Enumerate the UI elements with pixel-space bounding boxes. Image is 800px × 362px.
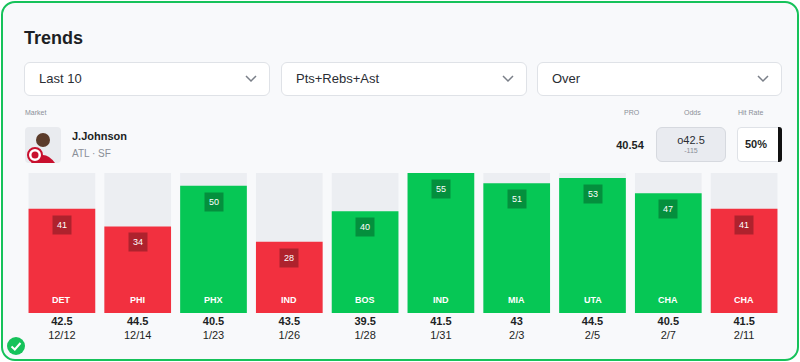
html-text:PRO: PRO [624,109,640,116]
svg-text:41.51/31: 41.51/31 [430,315,451,341]
svg-text:41.52/11: 41.52/11 [733,315,754,341]
svg-text:BOS: BOS [355,295,375,305]
html-text:Market: Market [25,109,47,116]
svg-text:42.512/12: 42.512/12 [48,315,76,341]
html-text:Hit Rate: Hit Rate [738,109,764,116]
svg-text:40: 40 [360,222,370,232]
html-text:-115: -115 [684,147,698,154]
svg-text:50: 50 [209,197,219,207]
html-text:ATL · SF: ATL · SF [72,148,111,159]
svg-text:39.51/28: 39.51/28 [354,315,375,341]
svg-text:41: 41 [57,220,67,230]
html-text:o42.5: o42.5 [677,134,705,146]
html-text:Odds: Odds [684,109,701,116]
svg-text:44.512/14: 44.512/14 [124,315,152,341]
html-text:Pts+Rebs+Ast: Pts+Rebs+Ast [296,71,380,86]
svg-text:DET: DET [52,295,71,305]
svg-text:28: 28 [284,253,294,263]
svg-text:40.51/23: 40.51/23 [203,315,224,341]
svg-text:432/3: 432/3 [509,315,524,341]
svg-text:UTA: UTA [584,295,602,305]
svg-text:CHA: CHA [658,295,678,305]
html-text:J.Johnson: J.Johnson [72,130,127,142]
svg-text:41: 41 [739,220,749,230]
html-text:Over: Over [552,71,581,86]
svg-text:51: 51 [512,194,522,204]
svg-text:55: 55 [436,184,446,194]
svg-text:43.51/26: 43.51/26 [279,315,300,341]
svg-text:PHX: PHX [204,295,223,305]
svg-text:CHA: CHA [734,295,754,305]
svg-text:40.52/7: 40.52/7 [658,315,679,341]
svg-text:53: 53 [588,189,598,199]
svg-text:44.52/5: 44.52/5 [582,315,603,341]
svg-text:34: 34 [133,237,143,247]
html-text:Last 10: Last 10 [39,71,82,86]
svg-text:IND: IND [433,295,449,305]
svg-text:IND: IND [281,295,297,305]
svg-text:MIA: MIA [508,295,525,305]
svg-text:47: 47 [663,204,673,214]
html-text:50%: 50% [745,138,767,150]
html-text:40.54: 40.54 [616,139,644,151]
html-text:Trends: Trends [24,28,83,48]
svg-text:PHI: PHI [130,295,145,305]
